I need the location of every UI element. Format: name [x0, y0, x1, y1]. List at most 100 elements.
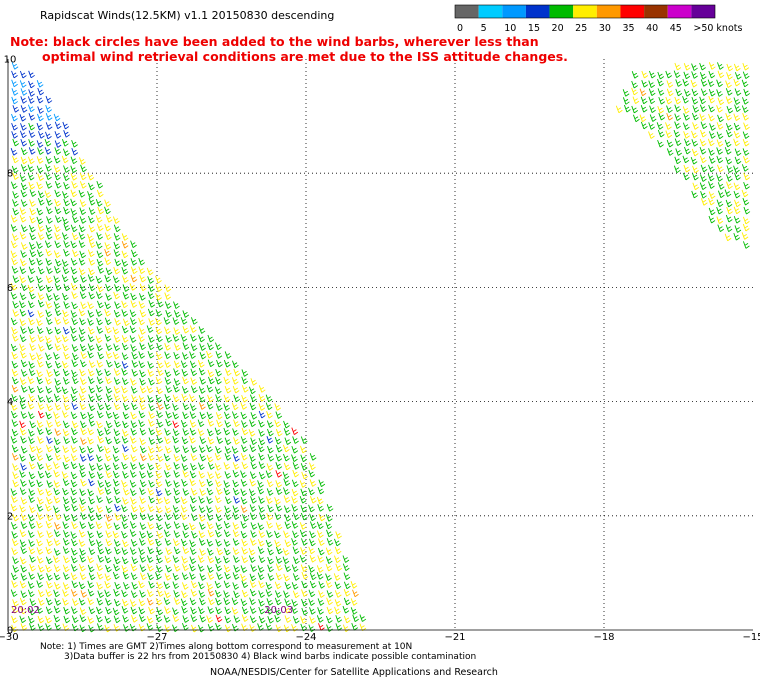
wind-barb [207, 471, 214, 480]
wind-barb [156, 547, 163, 556]
wind-barb [62, 487, 69, 496]
wind-barb [54, 232, 61, 241]
wind-barb [146, 470, 154, 478]
wind-barb [163, 615, 171, 623]
wind-barb [112, 462, 120, 471]
barb-shaft [96, 180, 104, 189]
wind-barb [78, 463, 86, 471]
barb-shaft [267, 573, 275, 581]
wind-barb [692, 182, 700, 191]
wind-barb [104, 274, 112, 283]
wind-barb [20, 156, 28, 165]
wind-barb [690, 157, 698, 165]
wind-barb [96, 615, 103, 623]
wind-barb [27, 376, 35, 385]
barb-shaft [87, 334, 95, 343]
barb-shaft [156, 581, 164, 590]
wind-barb [11, 70, 18, 79]
wind-barb [734, 72, 742, 80]
wind-barb [292, 436, 299, 444]
barb-shaft [88, 267, 95, 276]
barb-shaft [240, 530, 248, 539]
barb-shaft [146, 470, 154, 478]
wind-barb [164, 436, 171, 445]
wind-barb [673, 165, 681, 174]
barb-shaft [631, 105, 639, 114]
wind-barb [36, 318, 43, 326]
wind-barb [172, 334, 180, 342]
wind-barb [165, 310, 172, 318]
barb-shaft [70, 589, 78, 597]
wind-barb [148, 437, 156, 445]
barb-shaft [283, 530, 290, 539]
barb-shaft [114, 503, 121, 512]
wind-barb [299, 529, 307, 538]
barb-shaft [240, 452, 248, 461]
wind-barb [147, 453, 155, 461]
wind-barb [224, 411, 231, 420]
wind-barb [673, 129, 681, 138]
wind-barb [12, 556, 19, 564]
wind-barb [139, 496, 146, 504]
barb-shaft [181, 582, 189, 590]
barb-shaft [156, 505, 163, 514]
wind-barb [172, 420, 180, 429]
barb-shaft [88, 547, 96, 555]
wind-barb [742, 216, 750, 225]
barb-shaft [130, 317, 137, 325]
barb-shaft [71, 538, 78, 547]
barb-shaft [717, 164, 724, 173]
wind-barb [284, 521, 292, 530]
wind-barb [207, 419, 215, 427]
barb-shaft [674, 113, 682, 121]
wind-barb [240, 565, 248, 573]
barb-shaft [105, 530, 113, 538]
wind-barb [240, 530, 248, 539]
barb-shaft [105, 293, 113, 301]
axes [7, 59, 753, 631]
wind-barb [63, 198, 71, 207]
wind-barb [45, 317, 53, 325]
barb-shaft [62, 582, 70, 590]
barb-shaft [155, 376, 163, 385]
wind-barb [146, 530, 154, 539]
barb-shaft [206, 513, 214, 521]
barb-shaft [265, 589, 273, 597]
wind-barb [20, 250, 28, 258]
barb-shaft [148, 300, 156, 308]
barb-shaft [46, 206, 53, 215]
barb-shaft [53, 495, 61, 504]
barb-shaft [224, 606, 232, 615]
barb-shaft [71, 301, 78, 310]
wind-barb [104, 402, 112, 411]
barb-shaft [104, 199, 111, 208]
barb-shaft [215, 446, 222, 454]
barb-shaft [275, 444, 283, 453]
wind-barb [309, 607, 316, 615]
wind-barb [12, 471, 19, 480]
chart-title: Rapidscat Winds(12.5KM) v1.1 20150830 de… [40, 9, 335, 22]
barb-shaft [300, 564, 308, 572]
barb-shaft [21, 224, 28, 233]
barb-shaft [725, 88, 733, 96]
barb-shaft [104, 308, 111, 317]
barb-shaft [63, 513, 71, 522]
barb-shaft [734, 172, 741, 181]
wind-barb [223, 427, 231, 436]
barb-shaft [71, 503, 78, 512]
wind-barb [233, 454, 240, 462]
barb-shaft [716, 216, 724, 224]
barb-shaft [20, 258, 27, 267]
barb-shaft [207, 428, 214, 437]
wind-barb [19, 231, 27, 240]
wind-barb [223, 547, 231, 556]
barb-shaft [165, 385, 173, 393]
wind-barb [181, 386, 189, 394]
barb-shaft [267, 453, 275, 462]
barb-shaft [223, 580, 231, 589]
wind-barb [716, 199, 724, 207]
wind-barb [114, 360, 121, 369]
barb-shaft [20, 182, 28, 191]
wind-barb [129, 529, 137, 537]
barb-shaft [673, 129, 681, 138]
